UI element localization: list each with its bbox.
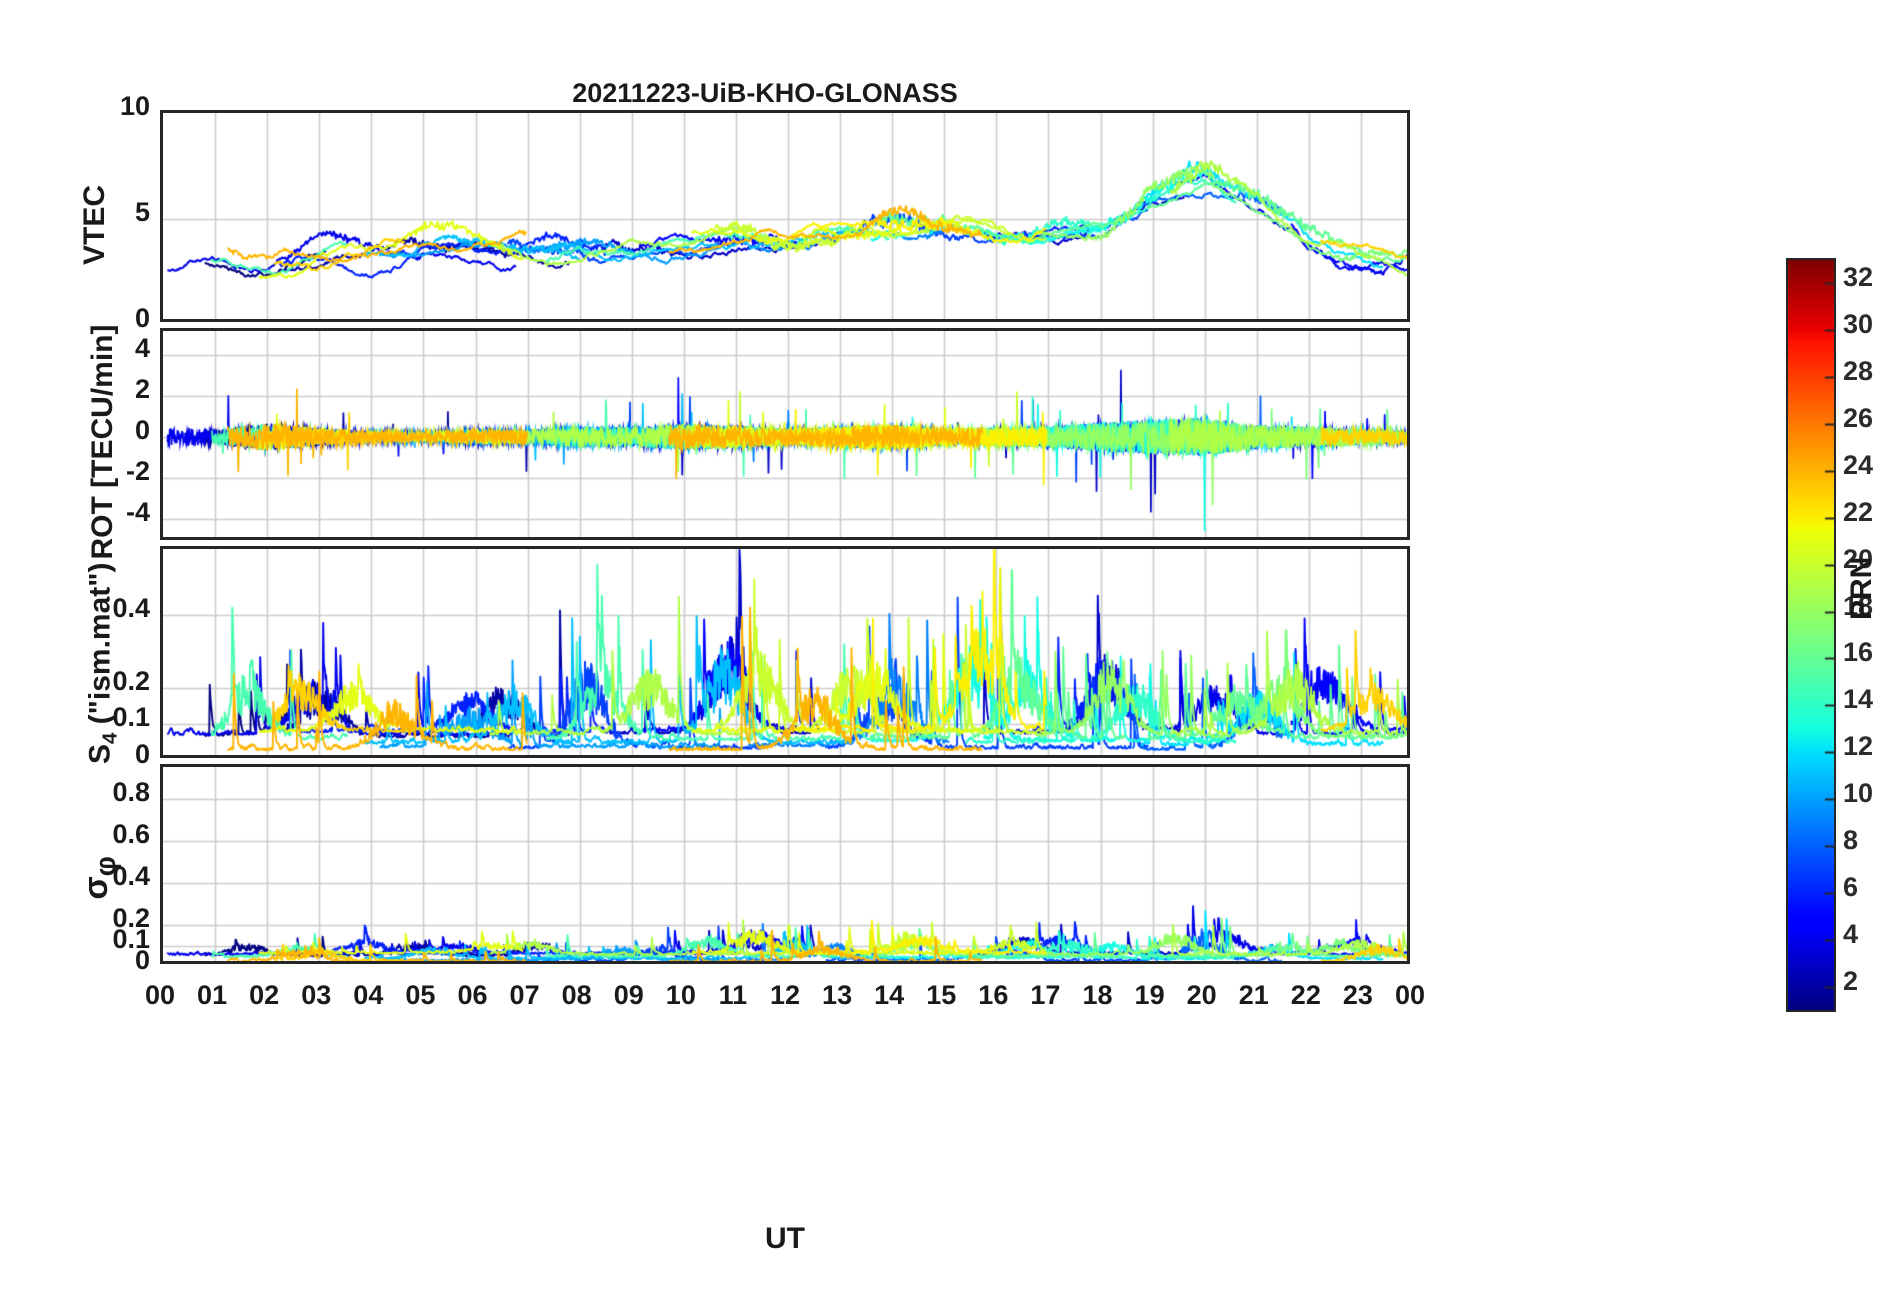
colorbar-tick-2: 6 bbox=[1843, 871, 1859, 902]
x-axis-label: UT bbox=[765, 1222, 805, 1255]
ytick-sigphi-5: 0 bbox=[134, 945, 150, 975]
xtick-2: 02 bbox=[249, 980, 280, 1010]
xtick-23: 23 bbox=[1342, 980, 1373, 1010]
colorbar-tick-15: 32 bbox=[1843, 262, 1874, 293]
ytick-s4-2: 0.1 bbox=[112, 702, 150, 733]
panel-rot bbox=[160, 328, 1410, 540]
xtick-24: 00 bbox=[1394, 980, 1426, 1010]
vtec-plot-canvas bbox=[163, 113, 1407, 319]
xtick-19: 19 bbox=[1134, 980, 1165, 1010]
rot-plot-canvas bbox=[163, 331, 1407, 537]
colorbar-tick-3: 8 bbox=[1843, 824, 1859, 855]
ytick-sigphi-3: 0.2 bbox=[112, 902, 150, 933]
colorbar-tick-4: 10 bbox=[1843, 778, 1874, 809]
ytick-vtec-0: 0 bbox=[134, 303, 150, 333]
xtick-16: 16 bbox=[978, 980, 1009, 1010]
colorbar-tick-8: 18 bbox=[1843, 590, 1874, 621]
xtick-18: 18 bbox=[1082, 980, 1113, 1010]
xtick-6: 06 bbox=[457, 980, 488, 1010]
xtick-7: 07 bbox=[509, 980, 540, 1010]
ytick-sigphi-4: 0.1 bbox=[112, 923, 150, 954]
xtick-21: 21 bbox=[1238, 980, 1269, 1010]
ytick-rot-0: 4 bbox=[134, 333, 150, 364]
colorbar-tick-13: 28 bbox=[1843, 356, 1874, 387]
xtick-9: 09 bbox=[613, 980, 644, 1010]
panel-sigma-phi bbox=[160, 764, 1410, 964]
ytick-s4-3: 0 bbox=[134, 739, 150, 769]
sigma-phi-plot-canvas bbox=[163, 767, 1407, 961]
xtick-10: 10 bbox=[665, 980, 696, 1010]
xtick-22: 22 bbox=[1290, 980, 1321, 1010]
ytick-rot-1: 2 bbox=[134, 374, 150, 405]
xtick-5: 05 bbox=[405, 980, 436, 1010]
colorbar-tick-12: 26 bbox=[1843, 403, 1874, 434]
s4-plot-canvas bbox=[163, 549, 1407, 755]
colorbar-tick-1: 4 bbox=[1843, 918, 1859, 949]
ytick-sigphi-0: 0.8 bbox=[112, 776, 150, 807]
xtick-3: 03 bbox=[301, 980, 332, 1010]
figure-title: 20211223-UiB-KHO-GLONASS bbox=[572, 78, 958, 108]
ytick-sigphi-2: 0.4 bbox=[112, 860, 150, 891]
colorbar-tick-9: 20 bbox=[1843, 543, 1874, 574]
panel-s4 bbox=[160, 546, 1410, 758]
xtick-20: 20 bbox=[1186, 980, 1217, 1010]
ytick-rot-4: -4 bbox=[125, 496, 150, 527]
xtick-8: 08 bbox=[561, 980, 592, 1010]
prn-colorbar bbox=[1786, 258, 1836, 1012]
xtick-0: 00 bbox=[144, 980, 176, 1010]
ytick-sigphi-1: 0.6 bbox=[112, 818, 150, 849]
ytick-rot-2: 0 bbox=[134, 415, 150, 445]
xtick-17: 17 bbox=[1030, 980, 1061, 1010]
xtick-4: 04 bbox=[353, 980, 384, 1010]
xtick-1: 01 bbox=[197, 980, 228, 1010]
panel-vtec bbox=[160, 110, 1410, 322]
colorbar-tick-5: 12 bbox=[1843, 731, 1874, 762]
xtick-11: 11 bbox=[718, 980, 748, 1010]
colorbar-tick-7: 16 bbox=[1843, 637, 1874, 668]
ytick-vtec-1: 5 bbox=[134, 197, 150, 227]
colorbar-label: PRN bbox=[1845, 556, 1878, 620]
ytick-s4-0: 0.4 bbox=[112, 592, 150, 623]
xtick-12: 12 bbox=[769, 980, 801, 1010]
colorbar-tick-11: 24 bbox=[1843, 449, 1874, 480]
colorbar-tick-10: 22 bbox=[1843, 496, 1874, 527]
xtick-15: 15 bbox=[926, 980, 957, 1010]
ytick-vtec-2: 10 bbox=[119, 91, 150, 121]
xtick-13: 13 bbox=[822, 980, 853, 1010]
xtick-14: 14 bbox=[874, 980, 905, 1010]
colorbar-tick-14: 30 bbox=[1843, 309, 1874, 340]
colorbar-tick-0: 2 bbox=[1843, 965, 1859, 996]
colorbar-tick-6: 14 bbox=[1843, 684, 1874, 715]
ytick-s4-1: 0.2 bbox=[112, 665, 150, 696]
ytick-rot-3: -2 bbox=[125, 455, 150, 486]
